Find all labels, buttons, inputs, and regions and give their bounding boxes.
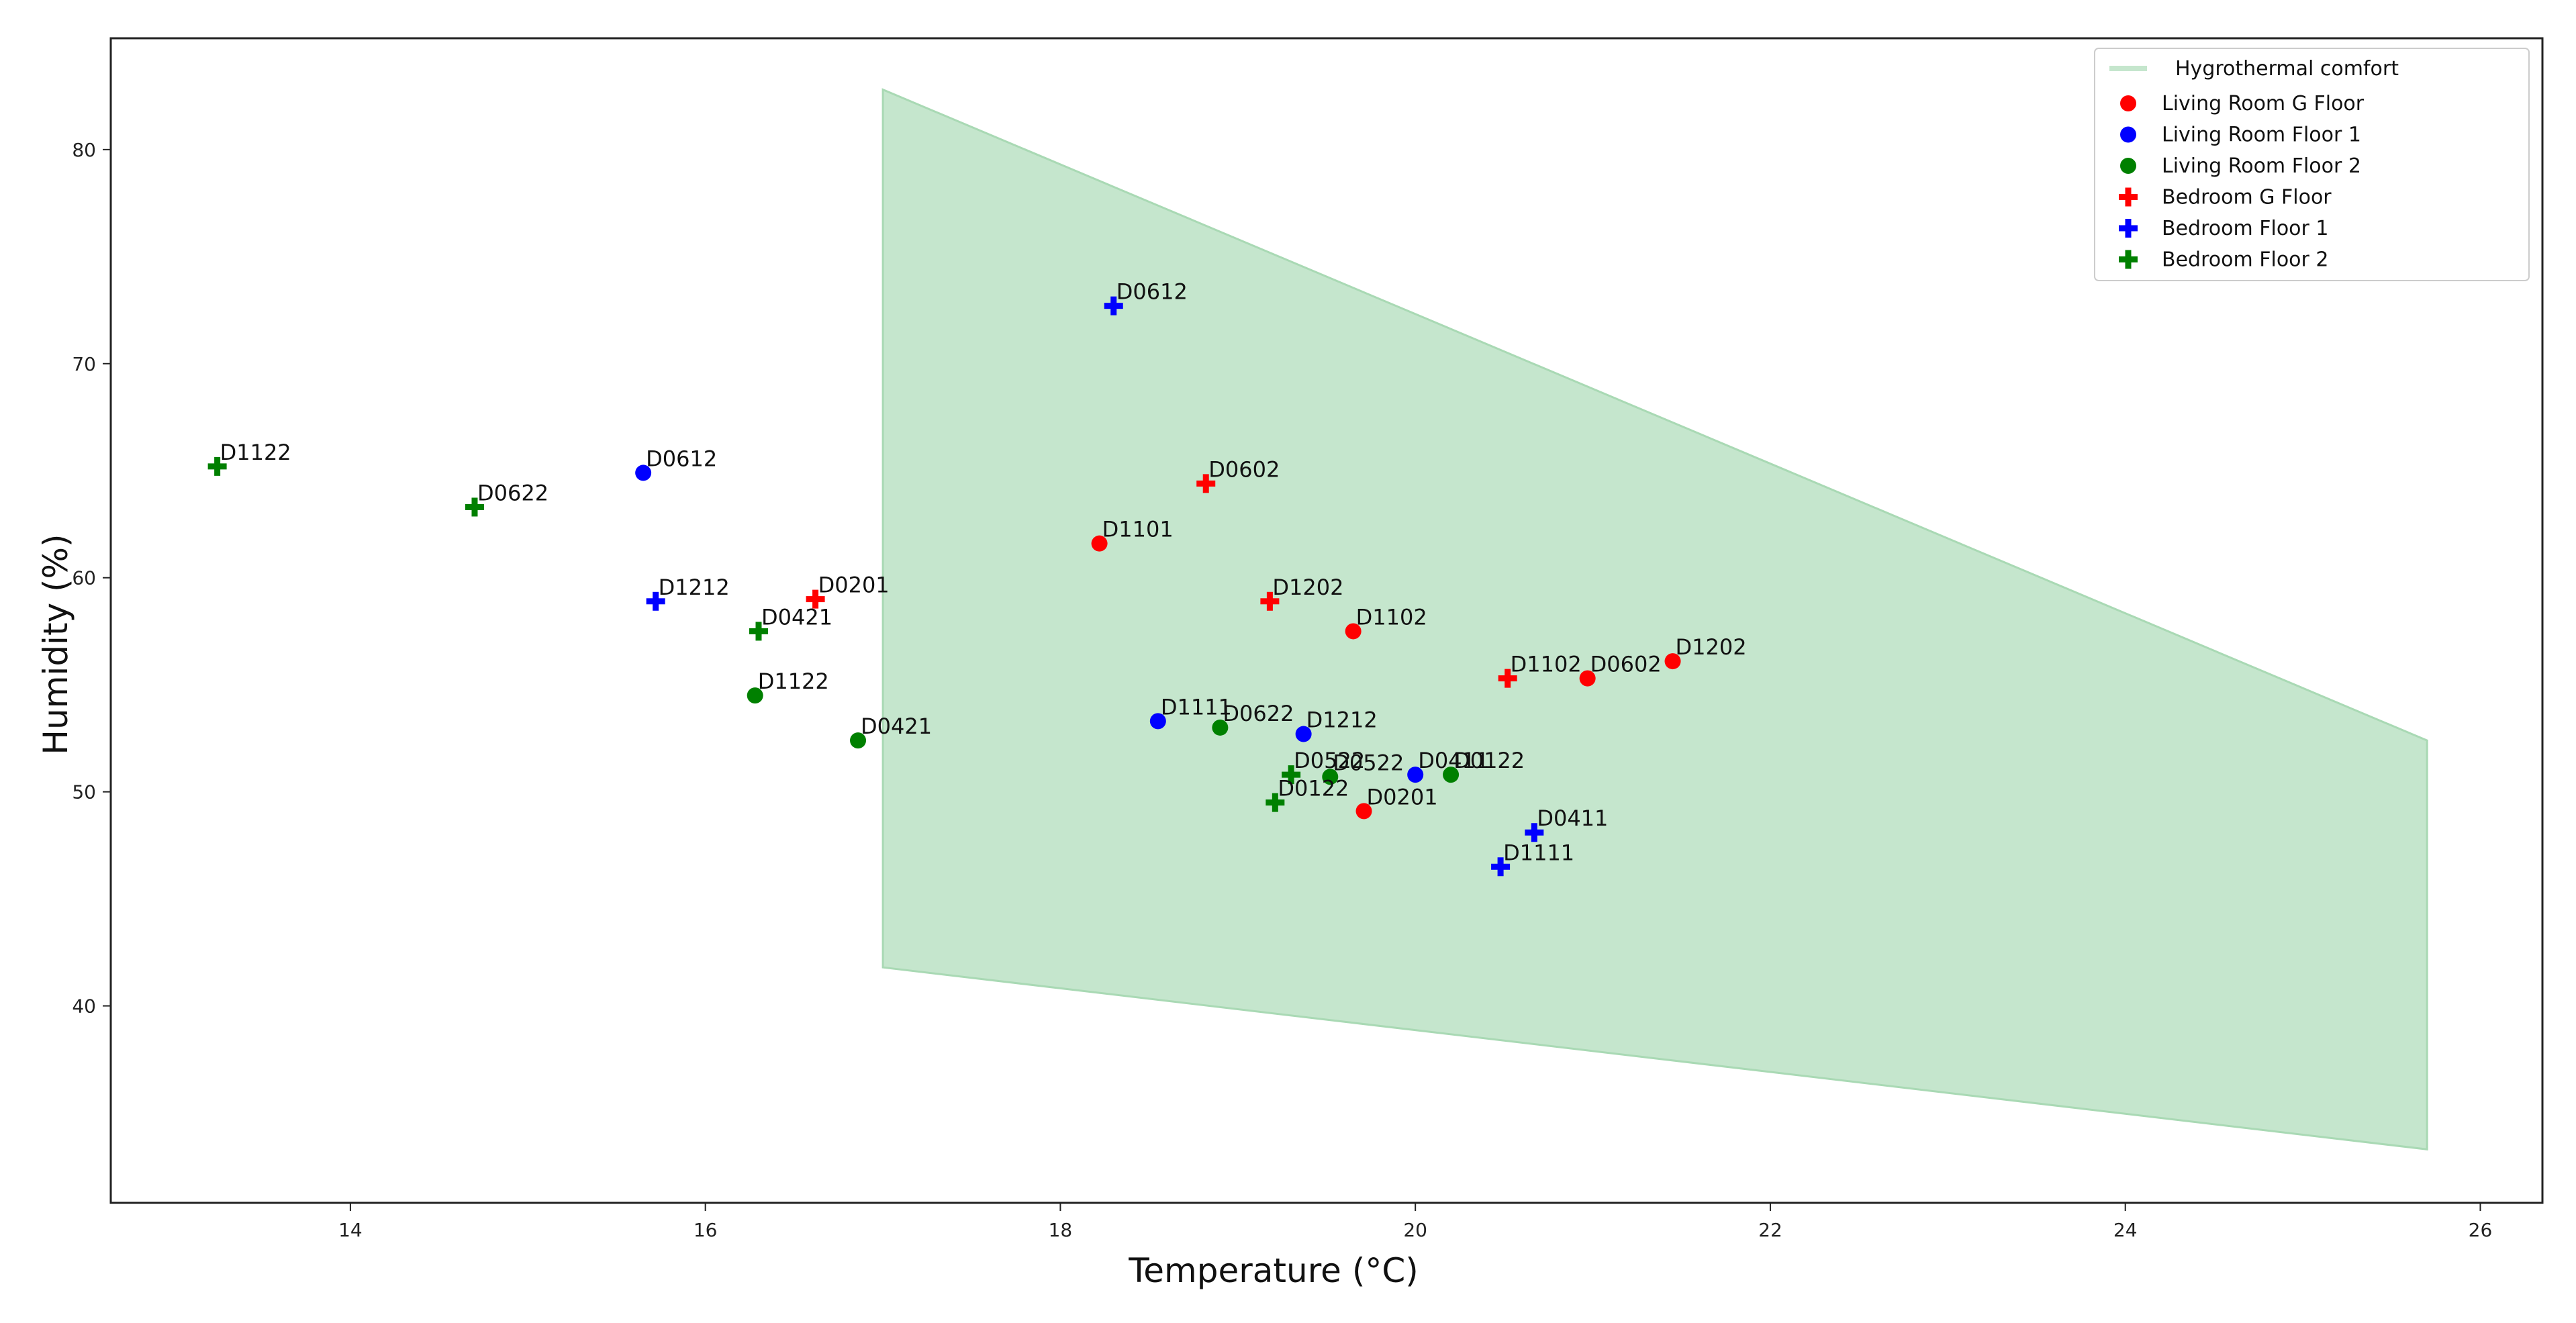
series-living-room-g-floor: D1101 D1102 D0602 D1202 D0201 — [1091, 517, 1747, 820]
x-tick-label: 26 — [2469, 1219, 2493, 1241]
data-point-label: D0612 — [646, 446, 717, 471]
data-points: D1101 D1102 D0602 D1202 D0201 D0612 D1111 D1212… — [207, 279, 1747, 877]
y-tick-label: 40 — [72, 995, 96, 1018]
data-point — [1282, 765, 1301, 785]
comfort-zone-layer — [881, 88, 2428, 1150]
legend-box — [2094, 48, 2530, 281]
data-point-label: D1202 — [1676, 634, 1747, 660]
data-point-label: D0622 — [1223, 701, 1294, 726]
data-point-label: D0622 — [477, 480, 548, 505]
legend-marker — [2120, 158, 2136, 174]
data-point-label: D0421 — [861, 714, 932, 739]
legend-label: Living Room Floor 1 — [2162, 124, 2361, 147]
legend-label: Bedroom Floor 2 — [2162, 248, 2328, 272]
data-point-label: D0612 — [1116, 279, 1188, 305]
legend-label: Bedroom G Floor — [2162, 186, 2332, 209]
data-point — [1664, 653, 1681, 670]
data-point-label: D1212 — [1306, 707, 1378, 733]
data-point — [1295, 726, 1312, 742]
data-point-label: D0411 — [1537, 805, 1608, 831]
data-point-label: D1212 — [659, 575, 730, 600]
y-tick-label: 70 — [72, 353, 96, 375]
y-tick-label: 80 — [72, 139, 96, 161]
data-point — [465, 497, 484, 517]
data-point-label: D1202 — [1272, 575, 1343, 600]
data-point-label: D1111 — [1503, 840, 1574, 865]
data-point — [806, 589, 825, 609]
data-point — [1407, 767, 1424, 783]
legend-marker — [2120, 126, 2136, 143]
legend: Hygrothermal comfort Living Room G Floor L… — [2094, 48, 2530, 281]
data-point — [635, 464, 652, 481]
data-point — [1491, 857, 1511, 877]
data-point-label: D1102 — [1356, 604, 1427, 630]
data-point — [207, 456, 227, 476]
data-point — [1091, 535, 1108, 552]
data-point — [646, 591, 665, 611]
data-point — [1355, 803, 1372, 820]
data-point — [1579, 670, 1596, 687]
data-point-label: D1102 — [1511, 652, 1582, 677]
x-tick-label: 18 — [1049, 1219, 1073, 1241]
data-point-label: D0522 — [1294, 748, 1365, 773]
legend-label: Living Room Floor 2 — [2162, 154, 2361, 178]
legend-marker — [2120, 95, 2136, 111]
data-point-label: D0602 — [1208, 456, 1280, 482]
series-bedroom-floor-1: D0612 D1212 D0411 D1111 — [646, 279, 1608, 877]
y-tick-label: 60 — [72, 567, 96, 589]
data-point-label: D0421 — [761, 604, 832, 630]
data-point-label: D1111 — [1161, 694, 1232, 720]
series-bedroom-g-floor: D0201 D0602 D1202 D1102 — [806, 456, 1582, 688]
legend-marker — [2119, 187, 2138, 207]
legend-marker — [2119, 250, 2138, 269]
y-tick-label: 50 — [72, 781, 96, 803]
data-point — [747, 687, 763, 704]
data-point-label: D0122 — [1278, 776, 1349, 801]
series-bedroom-floor-2: D1122 D0622 D0421 D0522 D0122 — [207, 440, 1365, 812]
legend-label: Hygrothermal comfort — [2175, 57, 2399, 81]
x-tick-label: 14 — [338, 1219, 363, 1241]
data-point — [1345, 623, 1362, 640]
data-point-label: D0602 — [1590, 652, 1662, 677]
data-point-label: D0201 — [818, 573, 890, 598]
data-point — [1498, 669, 1517, 688]
x-tick-label: 16 — [694, 1219, 718, 1241]
data-point-label: D1101 — [1102, 517, 1174, 542]
legend-marker — [2119, 219, 2138, 238]
x-tick-label: 24 — [2113, 1219, 2138, 1241]
data-point-label: D1122 — [220, 440, 291, 465]
data-point-label: D1122 — [758, 669, 829, 694]
y-axis-label: Humidity (%) — [36, 534, 75, 754]
data-point — [850, 732, 867, 749]
data-point-label: D0122 — [1453, 748, 1525, 773]
data-point — [1322, 769, 1339, 785]
data-point — [1212, 719, 1229, 736]
data-point — [1525, 823, 1544, 842]
legend-label: Bedroom Floor 1 — [2162, 217, 2328, 240]
data-point-label: D0522 — [1333, 750, 1404, 775]
data-point — [1104, 296, 1123, 315]
x-tick-label: 20 — [1403, 1219, 1427, 1241]
legend-label: Living Room G Floor — [2162, 92, 2365, 115]
data-point — [1149, 713, 1166, 730]
ticks: 14 16 18 20 22 24 26 40 50 60 70 80 — [72, 139, 2492, 1241]
data-point — [1260, 591, 1280, 611]
x-tick-label: 22 — [1758, 1219, 1782, 1241]
data-point — [1196, 474, 1216, 493]
data-point — [1443, 767, 1460, 783]
data-point — [749, 622, 768, 641]
data-point — [1266, 793, 1285, 812]
axes-frame — [109, 37, 2544, 1204]
data-point-label: D0201 — [1367, 784, 1438, 810]
comfort-zone — [881, 88, 2428, 1150]
x-axis-label: Temperature (°C) — [1128, 1251, 1419, 1290]
legend-items: Hygrothermal comfort Living Room G Floor L… — [2109, 57, 2399, 272]
